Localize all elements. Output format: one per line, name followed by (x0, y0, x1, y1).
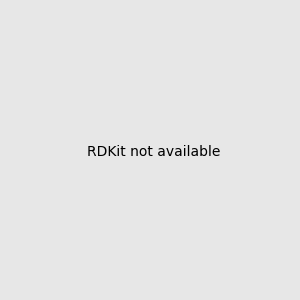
Text: RDKit not available: RDKit not available (87, 145, 220, 158)
